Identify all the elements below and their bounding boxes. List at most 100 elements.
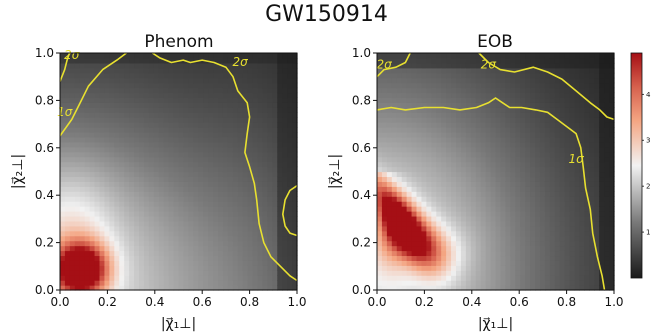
heatmap-cell <box>227 260 234 266</box>
heatmap-cell <box>173 280 180 286</box>
heatmap-cell <box>510 97 516 103</box>
heatmap-cell <box>124 82 130 89</box>
heatmap-cell <box>183 176 189 182</box>
heatmap-cell <box>109 87 115 94</box>
heatmap-cell <box>287 211 293 217</box>
heatmap-cell <box>173 171 180 178</box>
heatmap-cell <box>227 225 234 232</box>
heatmap-cell <box>124 132 130 138</box>
heatmap-cell <box>544 181 551 187</box>
heatmap-cell <box>470 235 477 242</box>
heatmap-cell <box>188 191 194 197</box>
heatmap-cell <box>277 127 283 133</box>
heatmap-cell <box>267 250 273 257</box>
heatmap-cell <box>436 92 442 99</box>
heatmap-cell <box>173 62 180 69</box>
heatmap-cell <box>451 136 457 143</box>
heatmap-cell <box>208 97 214 103</box>
heatmap-cell <box>292 240 298 247</box>
heatmap-cell <box>530 201 536 207</box>
heatmap-cell <box>530 176 536 182</box>
heatmap-cell <box>277 87 283 94</box>
heatmap-cell <box>599 87 605 94</box>
heatmap-cell <box>589 156 595 163</box>
heatmap-cell <box>104 186 110 192</box>
heatmap-cell <box>124 166 130 173</box>
heatmap-cell <box>60 181 66 187</box>
heatmap-cell <box>227 201 234 207</box>
heatmap-cell <box>381 57 388 64</box>
heatmap-cell <box>515 77 521 84</box>
heatmap-cell <box>470 102 477 108</box>
heatmap-cell <box>247 57 254 64</box>
heatmap-cell <box>574 285 581 291</box>
heatmap-cell <box>386 225 393 232</box>
heatmap-cell <box>198 82 204 89</box>
heatmap-cell <box>475 87 482 94</box>
heatmap-cell <box>213 245 219 252</box>
heatmap-cell <box>292 265 298 271</box>
heatmap-cell <box>574 240 581 247</box>
heatmap-cell <box>242 72 249 79</box>
heatmap-cell <box>406 77 413 84</box>
heatmap-cell <box>441 146 447 153</box>
heatmap-cell <box>510 181 516 187</box>
heatmap-cell <box>456 235 462 242</box>
heatmap-cell <box>569 92 576 99</box>
heatmap-cell <box>148 265 155 271</box>
heatmap-cell <box>252 285 259 291</box>
heatmap-cell <box>104 211 110 217</box>
heatmap-cell <box>203 151 209 158</box>
heatmap-cell <box>490 245 497 252</box>
heatmap-cell <box>252 265 259 271</box>
heatmap-cell <box>599 161 605 168</box>
heatmap-cell <box>267 186 273 192</box>
heatmap-cell <box>599 141 605 148</box>
heatmap-cell <box>208 235 214 242</box>
heatmap-cell <box>183 265 189 271</box>
heatmap-cell <box>495 87 502 94</box>
heatmap-cell <box>386 201 393 207</box>
heatmap-cell <box>475 235 482 242</box>
heatmap-cell <box>396 260 403 266</box>
heatmap-cell <box>252 220 259 227</box>
heatmap-cell <box>544 156 551 163</box>
heatmap-cell <box>406 82 413 89</box>
heatmap-cell <box>222 201 229 207</box>
heatmap-cell <box>89 132 96 138</box>
heatmap-cell <box>456 87 462 94</box>
heatmap-cell <box>520 215 526 222</box>
heatmap-cell <box>178 112 185 118</box>
heatmap-cell <box>109 146 115 153</box>
heatmap-cell <box>609 62 615 69</box>
heatmap-cell <box>153 250 160 257</box>
heatmap-cell <box>104 117 110 123</box>
heatmap-cell <box>89 245 96 252</box>
heatmap-cell <box>262 211 268 217</box>
heatmap-cell <box>554 191 561 197</box>
heatmap-cell <box>456 57 462 64</box>
heatmap-cell <box>406 280 413 286</box>
heatmap-cell <box>242 176 249 182</box>
heatmap-cell <box>262 67 268 74</box>
heatmap-cell <box>609 151 615 158</box>
heatmap-cell <box>242 230 249 237</box>
heatmap-cell <box>139 112 145 118</box>
heatmap-cell <box>262 171 268 178</box>
heatmap-cell <box>139 77 145 84</box>
heatmap-cell <box>178 141 185 148</box>
heatmap-cell <box>594 220 600 227</box>
heatmap-cell <box>282 87 288 94</box>
heatmap-cell <box>535 191 541 197</box>
heatmap-cell <box>525 265 531 271</box>
heatmap-cell <box>262 151 268 158</box>
heatmap-cell <box>104 240 110 247</box>
heatmap-cell <box>79 127 86 133</box>
heatmap-cell <box>436 77 442 84</box>
heatmap-cell <box>124 280 130 286</box>
heatmap-cell <box>396 146 403 153</box>
heatmap-cell <box>460 245 467 252</box>
heatmap-cell <box>188 102 194 108</box>
heatmap-cell <box>188 270 194 276</box>
heatmap-cell <box>411 156 418 163</box>
